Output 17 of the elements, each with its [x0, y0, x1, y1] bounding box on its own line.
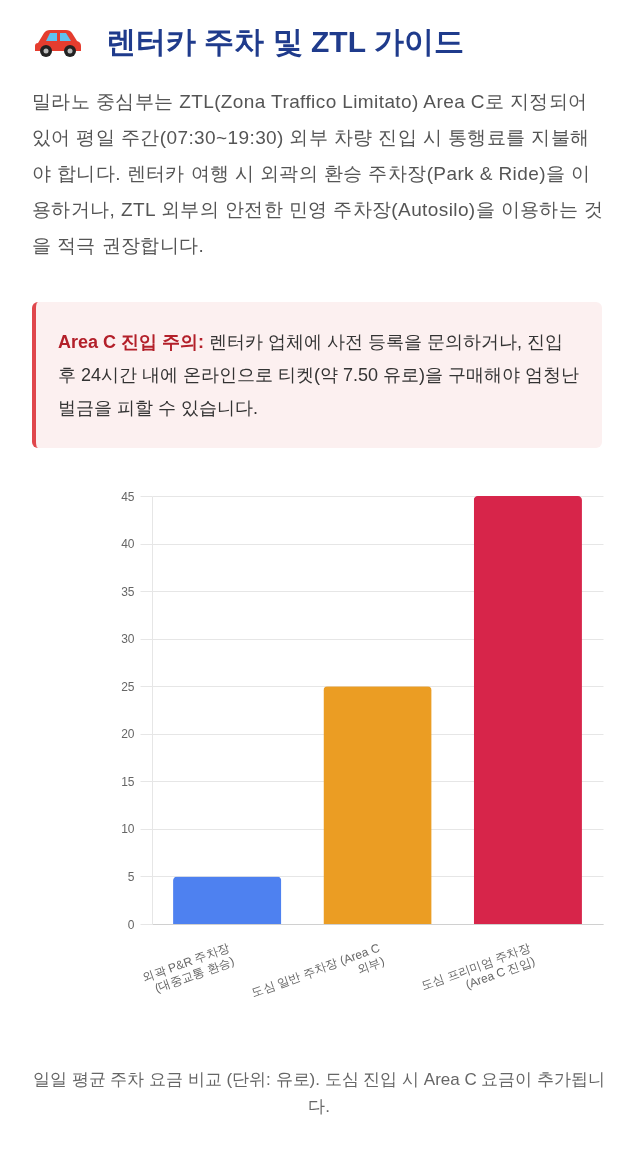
chart-subtitle: 밀라노 중심부는 ZTL(Zona Traffico Limitato) Area C로 지정되어 있어 평일 주간(07:30~19:30) 외부 차량 진입 시 통행료를 지불해야 합니다. 렌터카 여행 시 외곽의 환승 주차장(Park & Ride)을 이용하거나, ZTL 외부의 안전한 민영 주차장(Autosilo)을 이용하는 것을 적극 권장합니다.	[32, 90, 604, 258]
y-tick-label: 35	[121, 584, 135, 599]
y-tick-label: 15	[121, 774, 135, 789]
text: 일일 평균 주차 요금 비교 (단위: 유로). 도심 진입 시 Area C 요금이 추가됩니다.	[31, 1069, 607, 1118]
y-tick-label: 10	[121, 822, 135, 837]
y-tick-label: 40	[121, 537, 135, 552]
y-tick-label: 45	[121, 489, 135, 504]
text: Area C 진입 주의:	[58, 332, 205, 352]
bar	[323, 686, 432, 924]
chart-title: 렌터카 주차 및 ZTL 가이드	[106, 23, 464, 60]
y-tick-label: 20	[121, 727, 135, 742]
y-tick-label: 0	[127, 917, 135, 932]
bar	[173, 876, 282, 924]
bar	[473, 496, 582, 924]
y-tick-label: 25	[121, 679, 135, 694]
y-tick-label: 30	[121, 632, 135, 647]
y-tick-label: 5	[127, 869, 135, 884]
